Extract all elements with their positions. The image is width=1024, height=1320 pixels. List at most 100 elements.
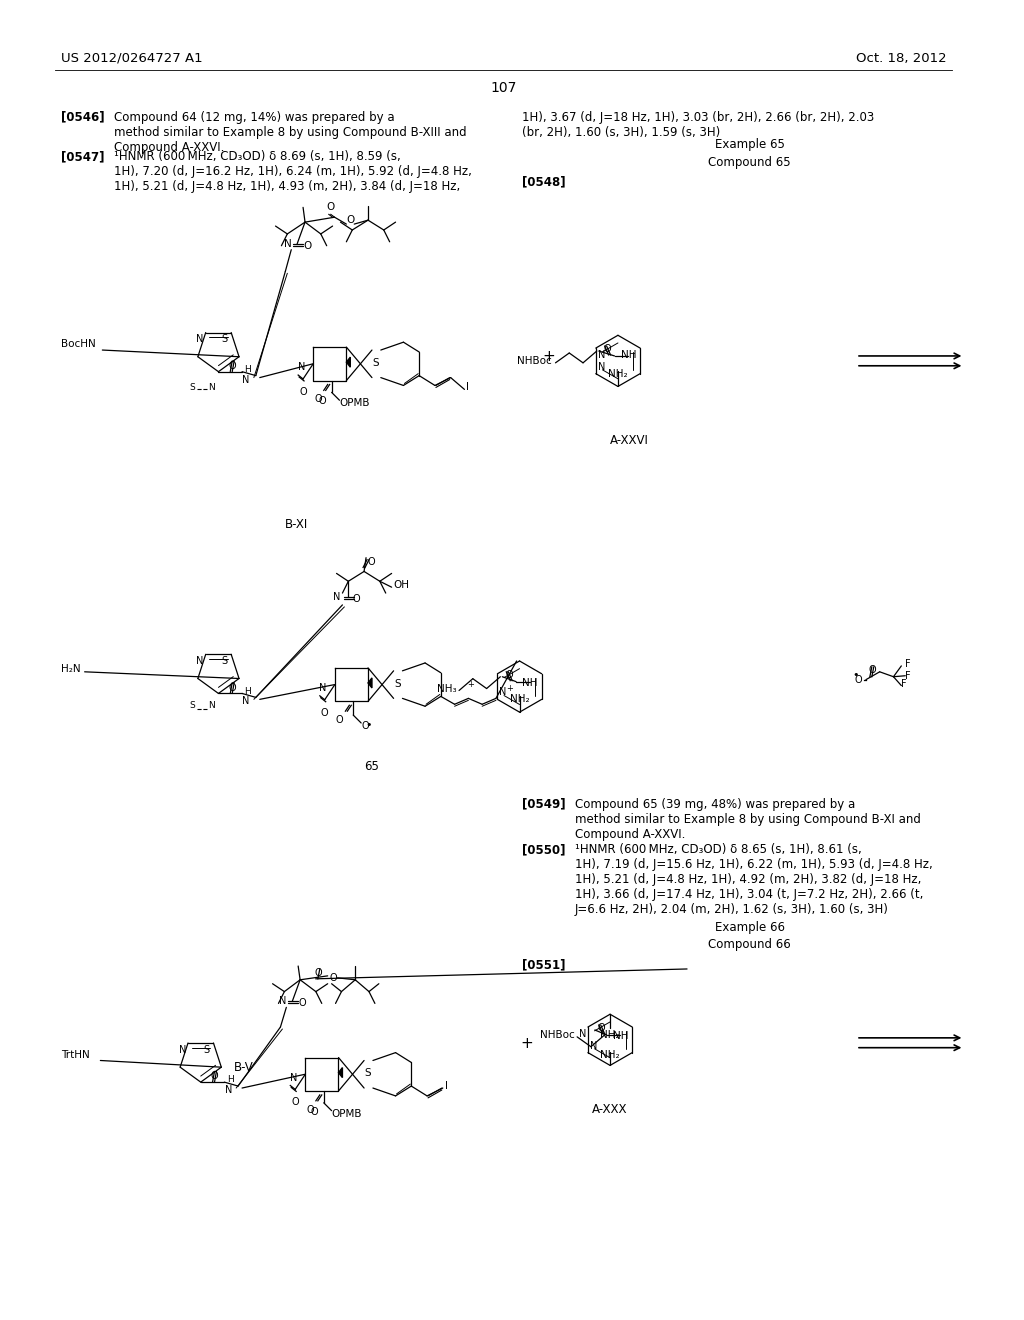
Text: OPMB: OPMB <box>332 1109 362 1119</box>
Text: H: H <box>227 1076 233 1084</box>
Text: O: O <box>306 1105 314 1115</box>
Text: Example 65: Example 65 <box>715 139 784 152</box>
Text: NHBoc: NHBoc <box>517 356 552 366</box>
Text: H: H <box>245 364 251 374</box>
Text: NH₃: NH₃ <box>437 684 457 693</box>
Text: [0551]: [0551] <box>521 958 565 972</box>
Text: O: O <box>327 202 335 213</box>
Text: S: S <box>188 384 195 392</box>
Text: +: + <box>467 680 474 689</box>
Text: Compound 65: Compound 65 <box>709 156 792 169</box>
Text: F: F <box>905 671 911 681</box>
Text: NH₂: NH₂ <box>600 1049 620 1060</box>
Text: I: I <box>444 1081 447 1092</box>
Text: N: N <box>209 384 215 392</box>
Text: I: I <box>466 383 469 392</box>
Text: O: O <box>604 345 611 354</box>
Text: [0548]: [0548] <box>521 176 565 189</box>
Text: O: O <box>228 682 237 693</box>
Text: O: O <box>318 396 326 407</box>
Text: N: N <box>197 334 204 345</box>
Text: [0547]: [0547] <box>61 150 104 164</box>
Text: S: S <box>221 334 227 345</box>
Polygon shape <box>368 678 372 688</box>
Text: [0550]: [0550] <box>521 843 565 857</box>
Text: ¹HNMR (600 MHz, CD₃OD) δ 8.65 (s, 1H), 8.61 (s,
1H), 7.19 (d, J=15.6 Hz, 1H), 6.: ¹HNMR (600 MHz, CD₃OD) δ 8.65 (s, 1H), 8… <box>574 843 933 916</box>
Text: 1H), 3.67 (d, J=18 Hz, 1H), 3.03 (br, 2H), 2.66 (br, 2H), 2.03
(br, 2H), 1.60 (s: 1H), 3.67 (d, J=18 Hz, 1H), 3.03 (br, 2H… <box>521 111 873 139</box>
Text: N: N <box>197 656 204 667</box>
Text: NH₂: NH₂ <box>600 1030 620 1040</box>
Text: A-XXVI: A-XXVI <box>610 434 649 446</box>
Text: •: • <box>366 719 373 730</box>
Text: N: N <box>590 1040 597 1051</box>
Text: O: O <box>330 973 337 983</box>
Text: N: N <box>243 375 250 384</box>
Text: ¹HNMR (600 MHz, CD₃OD) δ 8.69 (s, 1H), 8.59 (s,
1H), 7.20 (d, J=16.2 Hz, 1H), 6.: ¹HNMR (600 MHz, CD₃OD) δ 8.69 (s, 1H), 8… <box>114 150 472 193</box>
Text: O: O <box>854 675 862 685</box>
Text: US 2012/0264727 A1: US 2012/0264727 A1 <box>61 51 203 65</box>
Text: S: S <box>204 1045 210 1055</box>
Text: NH: NH <box>612 1031 629 1041</box>
Text: N: N <box>333 593 340 602</box>
Text: N: N <box>598 350 605 360</box>
Text: O: O <box>321 708 329 718</box>
Text: S: S <box>221 656 227 667</box>
Text: A-XXX: A-XXX <box>592 1102 628 1115</box>
Text: O: O <box>314 968 322 978</box>
Text: O: O <box>367 557 375 566</box>
Text: N: N <box>243 697 250 706</box>
Text: NH: NH <box>621 350 636 360</box>
Text: O: O <box>298 998 306 1008</box>
Text: Oct. 18, 2012: Oct. 18, 2012 <box>856 51 946 65</box>
Text: N: N <box>209 701 215 710</box>
Text: OPMB: OPMB <box>340 399 370 408</box>
Text: BocHN: BocHN <box>61 339 96 348</box>
Text: O: O <box>211 1072 218 1081</box>
Text: [0549]: [0549] <box>521 797 565 810</box>
Text: N: N <box>579 1030 586 1039</box>
Text: N: N <box>319 682 327 693</box>
Text: O: O <box>361 721 369 731</box>
Text: N: N <box>279 997 287 1006</box>
Text: Compound 66: Compound 66 <box>709 939 792 952</box>
Text: NH: NH <box>522 677 538 688</box>
Text: H₂N: H₂N <box>61 664 81 675</box>
Text: O: O <box>346 215 354 226</box>
Text: F: F <box>901 678 907 689</box>
Text: S: S <box>373 358 379 368</box>
Text: +: + <box>543 350 555 364</box>
Text: NH₂: NH₂ <box>510 694 529 705</box>
Text: N: N <box>598 362 605 372</box>
Text: N: N <box>178 1045 186 1055</box>
Text: O: O <box>314 395 322 404</box>
Text: O: O <box>228 360 237 371</box>
Text: O: O <box>303 240 311 251</box>
Text: 65: 65 <box>365 760 379 774</box>
Text: O: O <box>336 715 343 725</box>
Polygon shape <box>346 358 350 367</box>
Text: OH: OH <box>393 581 410 590</box>
Text: B-V: B-V <box>234 1061 254 1074</box>
Text: B-XI: B-XI <box>286 519 308 532</box>
Text: N: N <box>284 239 291 248</box>
Text: N: N <box>298 362 305 372</box>
Text: N: N <box>500 688 507 697</box>
Text: Example 66: Example 66 <box>715 921 784 933</box>
Text: •: • <box>853 669 859 680</box>
Text: O: O <box>506 669 513 680</box>
Text: O: O <box>310 1106 317 1117</box>
Text: O: O <box>299 387 307 397</box>
Text: O: O <box>352 594 359 605</box>
Text: S: S <box>188 701 195 710</box>
Text: H: H <box>245 686 251 696</box>
Text: F: F <box>905 659 911 669</box>
Text: TrtHN: TrtHN <box>61 1049 90 1060</box>
Text: NH₂: NH₂ <box>608 368 628 379</box>
Text: O: O <box>598 1023 605 1034</box>
Text: NHBoc: NHBoc <box>541 1030 575 1040</box>
Text: Compound 65 (39 mg, 48%) was prepared by a
method similar to Example 8 by using : Compound 65 (39 mg, 48%) was prepared by… <box>574 797 921 841</box>
Text: [0546]: [0546] <box>61 111 104 124</box>
Text: S: S <box>394 678 400 689</box>
Text: +: + <box>506 685 513 693</box>
Polygon shape <box>339 1068 342 1077</box>
